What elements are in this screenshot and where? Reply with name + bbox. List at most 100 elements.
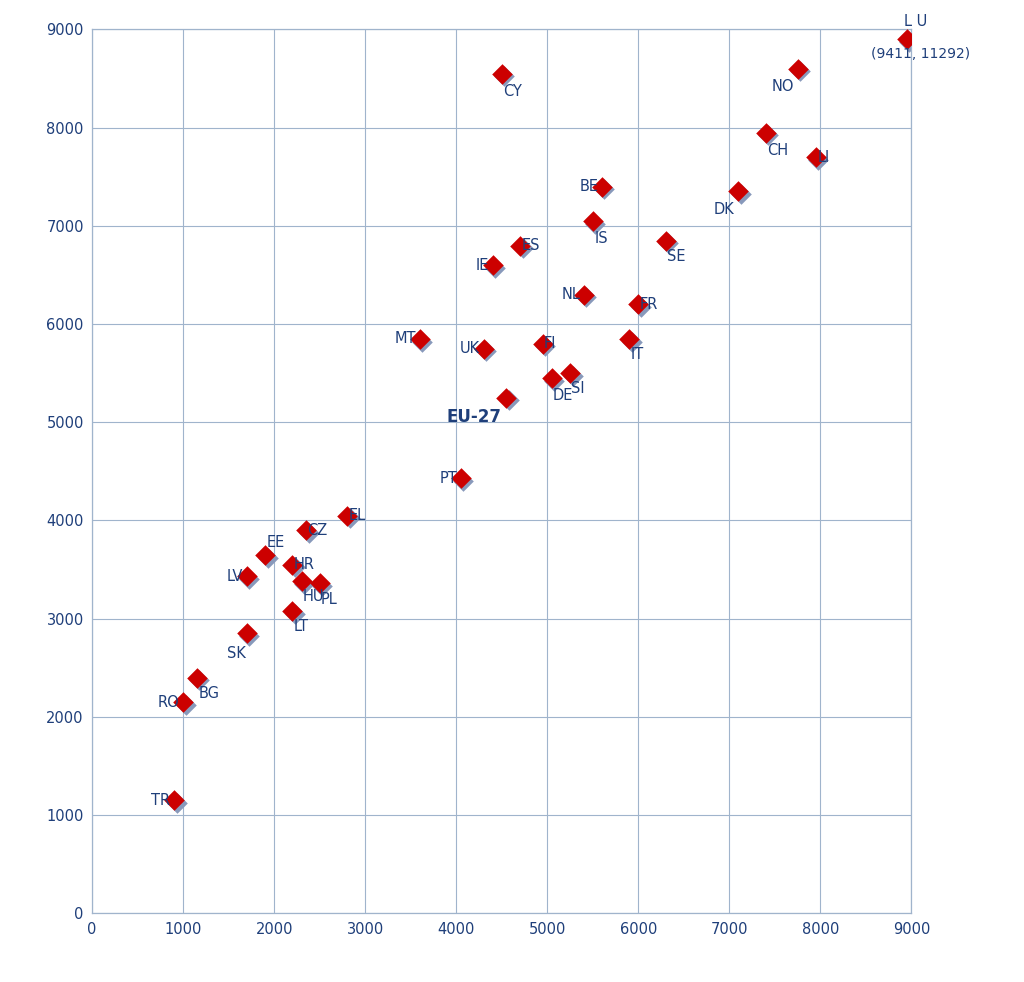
Point bbox=[544, 370, 560, 386]
Text: DE: DE bbox=[553, 388, 573, 404]
Point bbox=[537, 339, 553, 355]
Point bbox=[514, 241, 530, 256]
Point bbox=[564, 368, 581, 384]
Point bbox=[760, 128, 776, 143]
Text: FI: FI bbox=[544, 336, 557, 352]
Point bbox=[257, 547, 273, 563]
Point bbox=[311, 575, 328, 591]
Text: EL: EL bbox=[348, 508, 366, 523]
Point bbox=[733, 187, 750, 202]
Point bbox=[501, 393, 517, 409]
Text: FR: FR bbox=[640, 297, 658, 312]
Point bbox=[587, 216, 603, 232]
Text: ES: ES bbox=[521, 238, 540, 253]
Point bbox=[296, 576, 312, 592]
Point bbox=[484, 257, 501, 273]
Point bbox=[630, 297, 646, 312]
Point bbox=[287, 560, 303, 575]
Point bbox=[624, 334, 640, 350]
Point bbox=[596, 182, 612, 197]
Point bbox=[578, 290, 594, 305]
Point bbox=[790, 61, 806, 77]
Text: CY: CY bbox=[503, 83, 522, 99]
Point bbox=[242, 628, 258, 644]
Text: HR: HR bbox=[294, 557, 314, 573]
Point bbox=[512, 238, 528, 253]
Text: TR: TR bbox=[151, 792, 170, 808]
Text: EE: EE bbox=[266, 534, 285, 550]
Text: PL: PL bbox=[322, 591, 338, 607]
Point bbox=[498, 390, 514, 406]
Text: SI: SI bbox=[571, 381, 585, 397]
Text: IE: IE bbox=[475, 257, 489, 273]
Point bbox=[414, 334, 430, 350]
Point bbox=[455, 473, 471, 489]
Text: L U: L U bbox=[904, 15, 928, 29]
Text: UK: UK bbox=[460, 341, 480, 356]
Point bbox=[633, 300, 649, 315]
Point bbox=[285, 557, 301, 573]
Text: LV: LV bbox=[227, 569, 244, 584]
Text: CZ: CZ bbox=[307, 522, 328, 538]
Point bbox=[496, 69, 512, 84]
Point bbox=[287, 606, 303, 622]
Point bbox=[239, 569, 255, 584]
Point bbox=[177, 697, 194, 713]
Point bbox=[242, 572, 258, 587]
Point bbox=[339, 508, 355, 523]
Text: SE: SE bbox=[667, 248, 685, 264]
Point bbox=[453, 470, 469, 486]
Text: (9411, 11292): (9411, 11292) bbox=[870, 47, 970, 61]
Text: IS: IS bbox=[594, 231, 608, 246]
Text: HU: HU bbox=[303, 588, 325, 604]
Point bbox=[175, 694, 191, 710]
Point bbox=[478, 344, 495, 359]
Text: NO: NO bbox=[771, 79, 794, 94]
Text: PT: PT bbox=[439, 470, 457, 486]
Text: DK: DK bbox=[714, 201, 735, 217]
Text: LT: LT bbox=[294, 619, 309, 634]
Text: BE: BE bbox=[580, 179, 598, 194]
Text: MT: MT bbox=[394, 331, 416, 347]
Point bbox=[300, 525, 316, 541]
Point bbox=[293, 573, 309, 589]
Point bbox=[188, 670, 205, 685]
Point bbox=[594, 179, 610, 194]
Point bbox=[657, 233, 674, 248]
Point bbox=[314, 578, 331, 594]
Point bbox=[808, 149, 824, 165]
Point bbox=[730, 184, 746, 199]
Point bbox=[298, 522, 314, 538]
Point bbox=[901, 34, 918, 50]
Text: SK: SK bbox=[227, 645, 246, 661]
Point bbox=[621, 331, 637, 347]
Point bbox=[899, 31, 915, 47]
Text: RO: RO bbox=[158, 694, 179, 710]
Point bbox=[239, 626, 255, 641]
Point bbox=[810, 152, 826, 168]
Text: IT: IT bbox=[631, 347, 644, 362]
Text: NL: NL bbox=[561, 287, 580, 302]
Point bbox=[412, 331, 428, 347]
Point bbox=[475, 341, 492, 356]
Point bbox=[191, 673, 208, 688]
Text: CH: CH bbox=[767, 142, 788, 158]
Point bbox=[341, 511, 357, 526]
Point bbox=[535, 336, 551, 352]
Point bbox=[792, 64, 808, 80]
Point bbox=[168, 795, 184, 811]
Point bbox=[546, 373, 562, 389]
Point bbox=[562, 365, 579, 381]
Point bbox=[659, 236, 676, 251]
Text: BG: BG bbox=[199, 685, 219, 701]
Text: EU-27: EU-27 bbox=[446, 409, 502, 426]
Point bbox=[285, 603, 301, 619]
Text: LI: LI bbox=[817, 149, 829, 165]
Point bbox=[166, 792, 182, 808]
Point bbox=[494, 66, 510, 82]
Point bbox=[259, 550, 275, 566]
Point bbox=[487, 260, 504, 276]
Point bbox=[758, 125, 774, 140]
Point bbox=[585, 213, 601, 229]
Point bbox=[575, 287, 592, 302]
